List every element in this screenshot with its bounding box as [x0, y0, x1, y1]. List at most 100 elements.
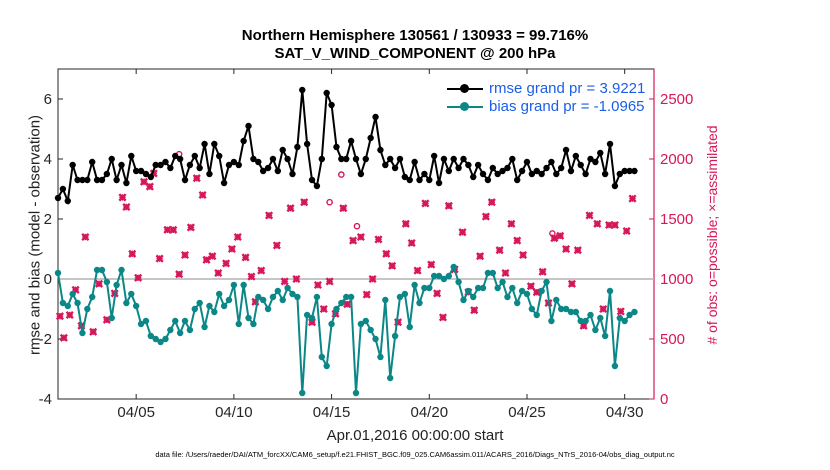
bias-point [494, 284, 501, 292]
rmse-point [303, 140, 311, 148]
rmse-point [391, 164, 399, 172]
obs-assimilated-marker [180, 250, 190, 260]
rmse-point [465, 161, 472, 169]
bias-point [509, 284, 516, 292]
bias-point [367, 326, 374, 334]
rmse-point [59, 185, 67, 193]
rmse-point [362, 155, 369, 163]
bias-point [587, 311, 594, 319]
rmse-point [367, 134, 374, 142]
legend-bias-marker [460, 102, 469, 111]
bias-point [518, 287, 526, 295]
obs-assimilated-marker [616, 307, 625, 316]
obs-assimilated-marker [175, 270, 184, 279]
obs-assimilated-marker [567, 279, 576, 288]
rmse-point [543, 164, 550, 172]
bias-series [54, 263, 638, 397]
rmse-point [504, 164, 511, 172]
obs-assimilated-marker [507, 219, 516, 228]
obs-assimilated-marker [628, 194, 637, 203]
y-right-tick-label: 1000 [660, 271, 693, 288]
legend-rmse-marker [460, 84, 469, 93]
bias-point [172, 317, 179, 325]
rmse-point [93, 176, 101, 184]
bias-point [220, 302, 228, 310]
rmse-point [220, 179, 228, 187]
bias-point [84, 305, 91, 313]
bias-point [514, 299, 521, 307]
rmse-point [621, 167, 628, 175]
obs-assimilated-marker [292, 274, 301, 284]
bias-point [386, 374, 394, 382]
rmse-point [572, 152, 580, 160]
bias-point [582, 317, 589, 325]
obs-assimilated-marker [280, 277, 289, 286]
rmse-point [357, 170, 365, 178]
obs-assimilated-marker [339, 204, 348, 213]
bias-point [616, 314, 624, 322]
bias-point [250, 320, 257, 328]
rmse-point [269, 155, 277, 163]
bias-point [426, 284, 433, 292]
rmse-point [426, 176, 433, 184]
bias-point [289, 290, 296, 298]
rmse-point [235, 161, 242, 169]
rmse-point [562, 146, 570, 154]
obs-assimilated-marker [233, 232, 242, 242]
bias-point [181, 317, 189, 325]
obs-assimilated-marker [599, 304, 608, 314]
rmse-point [411, 158, 418, 166]
obs-assimilated-marker [222, 259, 231, 268]
obs-assimilated-marker [214, 268, 223, 278]
rmse-point [597, 149, 604, 157]
bias-point [137, 320, 145, 328]
obs-assimilated-marker [476, 252, 485, 261]
rmse-point [440, 155, 448, 163]
bias-point [504, 293, 511, 301]
rmse-point [137, 167, 145, 175]
bias-point [445, 272, 453, 280]
bias-point [123, 299, 130, 307]
bias-point [196, 299, 203, 307]
obs-assimilated-marker [413, 266, 422, 275]
rmse-point [567, 167, 575, 175]
bias-point [323, 362, 330, 370]
obs-possible-marker [353, 222, 361, 230]
y-tick-label: 2 [44, 211, 52, 228]
rmse-point [167, 164, 174, 172]
rmse-point [328, 101, 335, 109]
bias-point [611, 362, 619, 370]
obs-assimilated-marker [81, 232, 90, 242]
obs-assimilated-marker [55, 312, 65, 321]
obs-assimilated-marker [573, 246, 582, 255]
bias-point [592, 326, 599, 334]
obs-assimilated-marker [319, 304, 328, 314]
rmse-point [484, 176, 492, 184]
bias-point [201, 323, 208, 331]
bias-point [416, 299, 423, 307]
legend-rmse-label: rmse grand pr = 3.9221 [489, 80, 646, 97]
rmse-point [274, 167, 282, 175]
bias-point [357, 320, 365, 328]
rmse-point [386, 155, 394, 163]
obs-assimilated-marker [349, 236, 358, 245]
y-right-tick-label: 2000 [660, 151, 693, 168]
x-tick-label: 04/25 [508, 404, 546, 421]
obs-assimilated-marker [264, 211, 274, 220]
bias-point [631, 308, 638, 316]
x-tick-label: 04/15 [313, 404, 351, 421]
bias-point [553, 296, 560, 304]
rmse-point [294, 143, 301, 151]
rmse-point [84, 176, 91, 184]
obs-assimilated-marker [444, 201, 453, 210]
bias-point [98, 266, 106, 274]
obs-assimilated-marker [343, 300, 352, 309]
rmse-point [250, 155, 257, 163]
bias-point [543, 278, 550, 286]
legend: rmse grand pr = 3.9221 bias grand pr = -… [443, 80, 646, 118]
rmse-point [626, 167, 633, 175]
rmse-point [69, 161, 76, 169]
bias-point [372, 335, 379, 343]
rmse-point [284, 155, 291, 163]
bias-point [601, 332, 609, 340]
